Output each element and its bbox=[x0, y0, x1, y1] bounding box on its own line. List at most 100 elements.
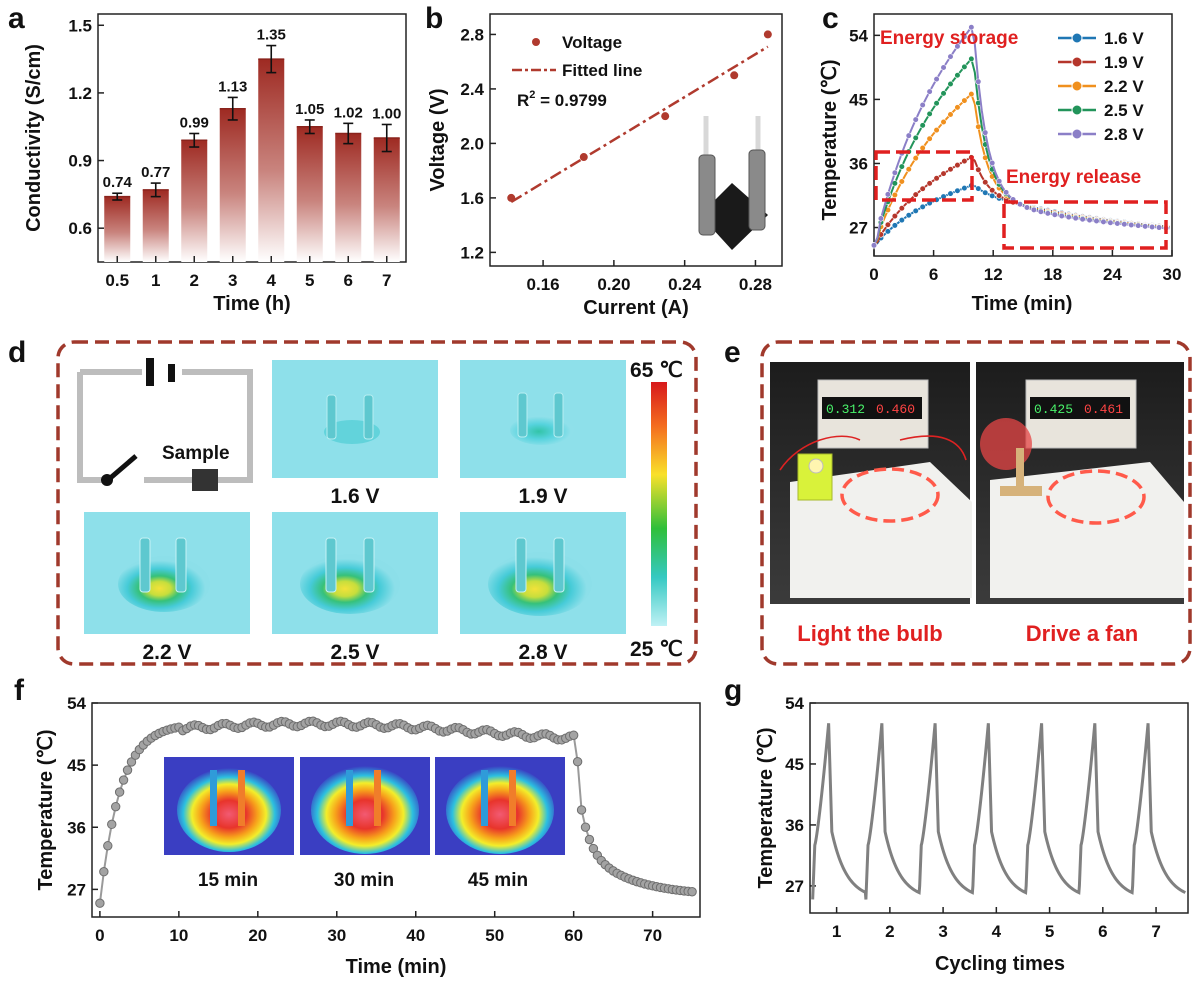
panel-letter-c: c bbox=[822, 2, 839, 35]
annotation-energy-release: Energy release bbox=[1006, 167, 1141, 188]
series-point bbox=[933, 175, 940, 182]
y-tick-label: 27 bbox=[67, 880, 86, 899]
legend-marker-0 bbox=[1071, 32, 1083, 44]
energy-release-box bbox=[1002, 200, 1168, 250]
panel-letter-g: g bbox=[724, 674, 742, 707]
ir-inset-45min bbox=[435, 757, 565, 855]
series-point bbox=[975, 78, 982, 85]
series-point bbox=[926, 135, 933, 142]
legend-label-1: 1.9 V bbox=[1104, 53, 1144, 72]
x-tick-label: 0.28 bbox=[739, 275, 772, 294]
y-axis-label: Temperature (℃) bbox=[819, 59, 841, 220]
data-label: 0.77 bbox=[141, 164, 170, 181]
series-point bbox=[933, 126, 940, 134]
x-tick-label: 0.20 bbox=[597, 275, 630, 294]
series-point bbox=[947, 80, 954, 88]
series-point bbox=[1037, 208, 1044, 215]
series-point bbox=[926, 180, 933, 187]
x-tick-label: 6 bbox=[1098, 922, 1107, 941]
series-point bbox=[898, 163, 905, 170]
x-tick-label: 20 bbox=[248, 926, 267, 945]
x-tick-label: 30 bbox=[327, 926, 346, 945]
series-point bbox=[1044, 210, 1051, 217]
voltage-label-1-6v: 1.6 V bbox=[330, 485, 379, 508]
series-point bbox=[870, 242, 878, 249]
series-point bbox=[884, 228, 892, 235]
bar-7 bbox=[373, 138, 400, 262]
x-tick-label: 60 bbox=[564, 926, 583, 945]
data-point bbox=[122, 765, 133, 775]
series-point bbox=[954, 104, 961, 111]
y-axis-label: Conductivity (S/cm) bbox=[23, 44, 45, 232]
y-tick-label: 1.6 bbox=[460, 189, 484, 208]
y-tick-label: 0.6 bbox=[68, 219, 92, 238]
x-tick-label: 30 bbox=[1163, 265, 1182, 284]
y-tick-label: 1.2 bbox=[68, 84, 92, 103]
voltage-label-2-5v: 2.5 V bbox=[330, 641, 379, 664]
sample-block bbox=[192, 469, 218, 491]
display-current-right: 0.425 bbox=[1034, 402, 1073, 417]
series-point bbox=[919, 144, 926, 152]
legend-marker-3 bbox=[1071, 104, 1083, 116]
series-point bbox=[1079, 216, 1086, 223]
battery-plate-long bbox=[146, 358, 154, 386]
ir-inset-15min bbox=[164, 757, 294, 855]
series-point bbox=[989, 192, 996, 199]
voltage-label-2-2v: 2.2 V bbox=[142, 641, 191, 664]
x-tick-label: 18 bbox=[1043, 265, 1062, 284]
circuit-diagram: Sample bbox=[77, 358, 253, 491]
series-point bbox=[933, 76, 940, 83]
series-point bbox=[968, 24, 975, 31]
y-tick-label: 36 bbox=[67, 818, 86, 837]
series-point bbox=[891, 212, 898, 220]
data-point bbox=[107, 819, 117, 830]
series-point bbox=[898, 216, 905, 224]
display-current-left: 0.312 bbox=[826, 402, 865, 417]
data-point bbox=[687, 887, 697, 897]
y-axis-label: Voltage (V) bbox=[427, 89, 449, 192]
y-tick-label: 36 bbox=[849, 154, 868, 173]
series-point bbox=[954, 162, 961, 169]
series-point bbox=[947, 190, 954, 197]
series-point bbox=[989, 187, 996, 194]
series-point bbox=[891, 169, 898, 176]
legend-marker-2 bbox=[1071, 80, 1083, 92]
x-tick-label: 70 bbox=[643, 926, 662, 945]
x-tick-label: 2 bbox=[885, 922, 894, 941]
y-tick-label: 0.9 bbox=[68, 152, 92, 171]
data-point bbox=[580, 822, 591, 832]
series-point bbox=[919, 122, 926, 129]
series-point bbox=[940, 64, 947, 71]
x-tick-label: 4 bbox=[267, 271, 277, 290]
x-tick-label: 10 bbox=[169, 926, 188, 945]
bar-4 bbox=[258, 59, 285, 262]
bar-2 bbox=[181, 140, 208, 262]
panel-letter-d: d bbox=[8, 336, 26, 369]
series-point bbox=[989, 159, 996, 167]
series-point bbox=[968, 90, 975, 98]
series-point bbox=[898, 205, 905, 212]
y-tick-label: 2.0 bbox=[460, 134, 484, 153]
y-tick-label: 45 bbox=[67, 756, 86, 775]
data-label: 1.35 bbox=[257, 27, 286, 44]
data-label: 0.74 bbox=[103, 174, 133, 191]
panel-e-frame bbox=[760, 340, 1192, 666]
series-point bbox=[975, 123, 982, 130]
x-tick-label: 50 bbox=[485, 926, 504, 945]
inset-label-45min: 45 min bbox=[468, 870, 528, 891]
series-point bbox=[1072, 215, 1079, 222]
data-label: 1.00 bbox=[372, 105, 401, 122]
series-point bbox=[996, 192, 1003, 199]
x-tick-label: 0.5 bbox=[105, 271, 129, 290]
data-point bbox=[572, 756, 583, 767]
data-point bbox=[568, 730, 579, 740]
series-point bbox=[954, 187, 961, 194]
thermal-image-1-9v bbox=[460, 360, 626, 478]
data-point bbox=[584, 834, 595, 845]
data-point bbox=[103, 841, 113, 851]
panel-d-thermal-images: Sample bbox=[56, 340, 698, 666]
colorbar bbox=[651, 382, 667, 626]
series-point bbox=[940, 170, 947, 177]
series-point bbox=[912, 155, 919, 162]
